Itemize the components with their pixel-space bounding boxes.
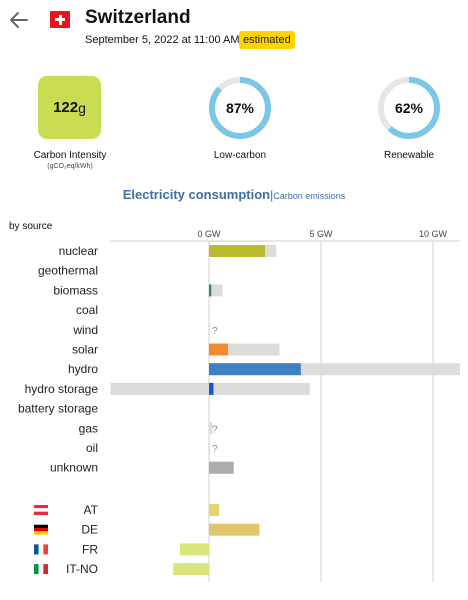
germany-flag-icon xyxy=(34,524,48,529)
value-bar-hydro xyxy=(209,363,301,376)
switzerland-flag-icon xyxy=(50,11,70,28)
austria-flag-icon xyxy=(34,505,48,509)
unknown-mark-wind: ? xyxy=(212,326,218,337)
carbon-intensity-box[interactable]: 122 g xyxy=(38,76,101,139)
austria-flag-icon-band xyxy=(33,508,49,512)
italy-flag-icon-band xyxy=(38,564,44,575)
back-arrow-icon[interactable] xyxy=(8,9,30,31)
germany-flag-icon-band2 xyxy=(34,531,48,535)
exchange-label-de: DE xyxy=(81,523,98,537)
value-bar-nuclear xyxy=(209,245,265,257)
italy-flag-icon-band2 xyxy=(43,564,48,575)
france-flag-icon-band2 xyxy=(43,544,48,555)
exchange-bar-at xyxy=(209,504,220,516)
renewable-gauge-fill xyxy=(378,77,440,139)
source-label-solar: solar xyxy=(72,343,98,357)
tick-label-5: 5 GW xyxy=(309,229,333,239)
capacity-bar-gas xyxy=(209,422,213,435)
source-label-coal: coal xyxy=(76,303,98,317)
tick-label-0: 0 GW xyxy=(197,229,221,239)
italy-flag-icon xyxy=(34,564,39,575)
source-label-oil: oil xyxy=(86,441,98,455)
source-label-battery-storage: battery storage xyxy=(18,402,98,416)
tab-separator: | xyxy=(270,188,274,202)
france-flag-icon-band xyxy=(38,544,44,555)
germany-flag-icon-band xyxy=(34,528,48,532)
tab-electricity-consumption[interactable]: Electricity consumption xyxy=(122,187,271,202)
zone-header: Switzerland September 5, 2022 at 11:00 A… xyxy=(0,0,468,60)
renewable-gauge[interactable]: 62% xyxy=(377,76,441,140)
low-carbon-label: Low-carbon xyxy=(213,150,267,161)
source-label-biomass: biomass xyxy=(53,283,98,297)
source-label-hydro: hydro xyxy=(68,362,98,376)
low-carbon-gauge-fill xyxy=(209,77,271,139)
carbon-intensity-label: Carbon Intensity xyxy=(33,150,107,161)
zone-title: Switzerland xyxy=(85,7,191,28)
value-bar-solar xyxy=(209,343,229,356)
value-bar-biomass xyxy=(209,284,212,297)
capacity-bar-oil xyxy=(209,442,211,454)
exchange-bar-de xyxy=(209,523,260,536)
chart-mode-tabs: Electricity consumption|Carbon emissions xyxy=(0,186,468,204)
source-label-nuclear: nuclear xyxy=(59,244,98,258)
carbon-intensity-unit: g xyxy=(78,99,86,116)
exchange-bar-fr xyxy=(179,543,209,556)
exchange-label-it-no: IT-NO xyxy=(66,562,98,576)
estimated-badge: estimated xyxy=(239,31,295,49)
exchange-bar-it-no xyxy=(173,563,209,576)
unknown-mark-oil: ? xyxy=(212,444,218,455)
austria-flag-icon-band2 xyxy=(34,511,48,515)
carbon-intensity-value: 122 xyxy=(53,99,79,116)
carbon-intensity-unit-label: (gCO₂eq/kWh) xyxy=(47,163,93,170)
tick-label-10: 10 GW xyxy=(419,229,448,239)
source-label-hydro-storage: hydro storage xyxy=(25,382,99,396)
low-carbon-gauge[interactable]: 87% xyxy=(208,76,272,140)
value-bar-unknown xyxy=(209,461,234,474)
renewable-percent: 62% xyxy=(394,100,424,116)
source-label-wind: wind xyxy=(72,323,98,337)
unknown-mark-gas: ? xyxy=(212,424,218,435)
capacity-bar-biomass xyxy=(209,284,223,297)
capacity-bar-wind xyxy=(209,323,211,336)
france-flag-icon xyxy=(34,544,39,555)
value-bar-hydro-storage xyxy=(209,382,214,395)
low-carbon-percent: 87% xyxy=(225,100,255,116)
source-label-geothermal: geothermal xyxy=(38,264,98,278)
source-label-unknown: unknown xyxy=(50,461,98,475)
source-label-gas: gas xyxy=(79,421,98,435)
exchange-label-at: AT xyxy=(84,503,99,517)
datetime-label: September 5, 2022 at 11:00 AM xyxy=(85,34,240,46)
by-source-label: by source xyxy=(9,221,53,232)
renewable-label: Renewable xyxy=(383,150,435,161)
tab-carbon-emissions[interactable]: Carbon emissions xyxy=(273,191,346,201)
exchange-label-fr: FR xyxy=(82,542,98,556)
